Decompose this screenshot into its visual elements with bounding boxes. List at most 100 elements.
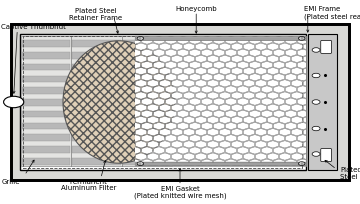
Polygon shape	[243, 31, 255, 38]
Polygon shape	[177, 61, 189, 69]
Bar	[123, 146, 171, 153]
Polygon shape	[177, 98, 189, 105]
Polygon shape	[147, 116, 159, 124]
Polygon shape	[267, 141, 279, 148]
Polygon shape	[123, 31, 135, 38]
Polygon shape	[291, 165, 302, 172]
Polygon shape	[123, 80, 135, 87]
Text: Plated Steel
Retainer Frame: Plated Steel Retainer Frame	[69, 8, 122, 21]
Polygon shape	[213, 61, 225, 69]
Polygon shape	[249, 86, 261, 93]
Polygon shape	[291, 141, 302, 148]
Polygon shape	[243, 153, 255, 160]
Polygon shape	[189, 86, 201, 93]
Polygon shape	[237, 110, 248, 118]
Bar	[123, 134, 171, 141]
Polygon shape	[147, 153, 159, 160]
Polygon shape	[165, 73, 176, 81]
Polygon shape	[123, 104, 135, 111]
Polygon shape	[147, 67, 159, 75]
Polygon shape	[255, 129, 266, 136]
Polygon shape	[171, 67, 183, 75]
Polygon shape	[141, 98, 153, 105]
Polygon shape	[183, 31, 194, 38]
Polygon shape	[249, 122, 261, 130]
Polygon shape	[159, 104, 171, 111]
Polygon shape	[129, 61, 141, 69]
Polygon shape	[153, 110, 165, 118]
Polygon shape	[165, 122, 176, 130]
Polygon shape	[159, 153, 171, 160]
Polygon shape	[183, 165, 194, 172]
Polygon shape	[285, 147, 296, 154]
Polygon shape	[183, 55, 194, 63]
Polygon shape	[141, 135, 153, 142]
Text: Grille: Grille	[2, 178, 20, 184]
Polygon shape	[255, 165, 266, 172]
Polygon shape	[129, 37, 141, 44]
Bar	[22, 123, 70, 129]
FancyBboxPatch shape	[321, 40, 332, 53]
Polygon shape	[225, 135, 237, 142]
Bar	[135, 36, 306, 166]
Polygon shape	[165, 37, 176, 44]
Polygon shape	[249, 61, 261, 69]
Circle shape	[298, 37, 305, 40]
Polygon shape	[273, 37, 284, 44]
Polygon shape	[273, 98, 284, 105]
Polygon shape	[225, 147, 237, 154]
Polygon shape	[285, 49, 296, 57]
Polygon shape	[255, 153, 266, 160]
Polygon shape	[177, 122, 189, 130]
Bar	[135, 162, 306, 165]
Polygon shape	[291, 31, 302, 38]
Polygon shape	[135, 67, 147, 75]
Polygon shape	[279, 92, 291, 99]
Polygon shape	[195, 116, 207, 124]
Polygon shape	[153, 135, 165, 142]
Polygon shape	[243, 165, 255, 172]
Polygon shape	[249, 73, 261, 81]
Bar	[22, 64, 70, 70]
Polygon shape	[279, 141, 291, 148]
Polygon shape	[195, 55, 207, 63]
Polygon shape	[183, 104, 194, 111]
Polygon shape	[285, 37, 296, 44]
Polygon shape	[123, 165, 135, 172]
FancyBboxPatch shape	[321, 149, 332, 162]
Ellipse shape	[63, 41, 175, 163]
Bar	[72, 146, 121, 153]
Polygon shape	[219, 92, 230, 99]
Polygon shape	[243, 43, 255, 50]
Polygon shape	[141, 73, 153, 81]
Polygon shape	[249, 147, 261, 154]
Polygon shape	[141, 122, 153, 130]
Polygon shape	[213, 159, 225, 166]
Bar	[308, 34, 337, 170]
Polygon shape	[261, 37, 273, 44]
Circle shape	[312, 73, 320, 78]
Polygon shape	[267, 55, 279, 63]
Polygon shape	[201, 73, 212, 81]
Polygon shape	[279, 116, 291, 124]
Polygon shape	[237, 86, 248, 93]
Polygon shape	[147, 55, 159, 63]
Polygon shape	[297, 61, 309, 69]
Polygon shape	[303, 116, 314, 124]
Bar	[123, 40, 171, 47]
Polygon shape	[135, 43, 147, 50]
Polygon shape	[261, 110, 273, 118]
Polygon shape	[123, 67, 135, 75]
Polygon shape	[303, 129, 314, 136]
Polygon shape	[207, 80, 219, 87]
Polygon shape	[171, 141, 183, 148]
Polygon shape	[303, 55, 314, 63]
Polygon shape	[279, 67, 291, 75]
Text: Permanent
Aluminum Filter: Permanent Aluminum Filter	[60, 178, 116, 192]
Polygon shape	[183, 129, 194, 136]
Polygon shape	[135, 104, 147, 111]
Polygon shape	[189, 122, 201, 130]
Polygon shape	[237, 98, 248, 105]
Polygon shape	[291, 55, 302, 63]
Polygon shape	[195, 43, 207, 50]
